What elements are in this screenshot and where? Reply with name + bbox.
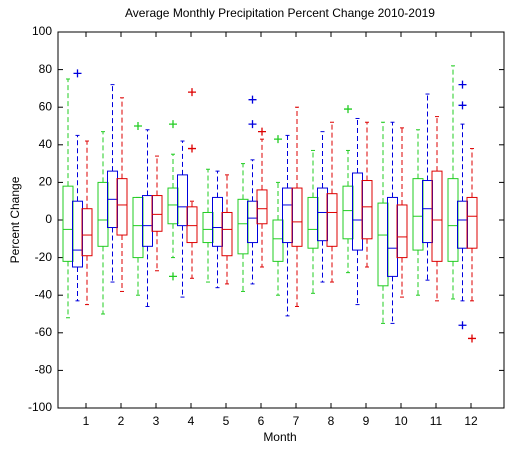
- x-tick-label: 3: [153, 414, 160, 428]
- outlier: [458, 321, 467, 330]
- outlier: [344, 105, 352, 114]
- chart-title: Average Monthly Precipitation Percent Ch…: [125, 6, 435, 20]
- outlier: [188, 88, 196, 97]
- x-tick-label: 8: [328, 414, 335, 428]
- x-tick-label: 1: [83, 414, 90, 428]
- y-tick-label: 20: [39, 175, 53, 189]
- box: [361, 180, 373, 240]
- y-tick-label: -100: [28, 400, 52, 414]
- y-axis-label: Percent Change: [8, 176, 22, 263]
- outlier: [468, 334, 476, 343]
- x-tick-label: 9: [363, 414, 370, 428]
- outlier: [458, 80, 467, 89]
- x-tick-label: 11: [430, 414, 443, 428]
- x-tick-label: 6: [258, 414, 265, 428]
- box: [81, 208, 93, 257]
- y-tick-label: -20: [35, 250, 53, 264]
- outlier: [274, 135, 282, 144]
- y-tick-label: 80: [39, 62, 53, 76]
- y-tick-label: -80: [35, 363, 53, 377]
- outlier: [169, 120, 177, 129]
- x-tick-label: 4: [188, 414, 195, 428]
- box: [256, 189, 268, 225]
- box: [186, 206, 198, 244]
- outlier: [134, 122, 142, 130]
- outlier: [458, 101, 467, 110]
- x-tick-label: 5: [223, 414, 230, 428]
- outlier: [188, 144, 196, 153]
- x-tick-label: 7: [293, 414, 300, 428]
- box: [396, 204, 408, 259]
- outlier: [169, 272, 177, 281]
- x-tick-label: 10: [394, 414, 408, 428]
- y-tick-label: -40: [35, 287, 53, 301]
- box: [466, 196, 478, 249]
- y-tick-label: -60: [35, 325, 53, 339]
- x-tick-label: 2: [118, 414, 125, 428]
- y-tick-label: 40: [39, 137, 53, 151]
- outlier: [248, 95, 257, 104]
- box: [431, 170, 443, 262]
- box: [221, 211, 233, 257]
- box: [326, 193, 338, 247]
- box: [291, 187, 303, 247]
- outlier: [258, 127, 266, 136]
- y-tick-label: 100: [32, 24, 52, 38]
- box: [151, 195, 163, 232]
- y-tick-label: 0: [45, 212, 52, 226]
- y-tick-label: 60: [39, 99, 53, 113]
- x-axis-label: Month: [263, 430, 296, 444]
- box: [116, 178, 128, 236]
- outlier: [248, 120, 257, 129]
- x-tick-label: 12: [464, 414, 478, 428]
- box: [177, 174, 188, 227]
- outlier: [73, 69, 82, 78]
